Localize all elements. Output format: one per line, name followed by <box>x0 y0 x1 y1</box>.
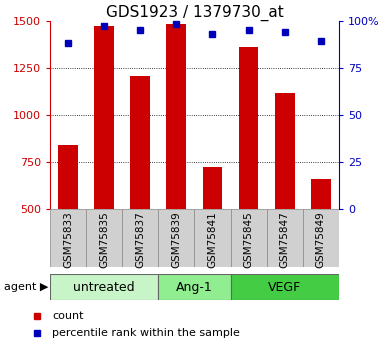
Bar <box>131 76 150 209</box>
Bar <box>122 209 158 267</box>
Text: count: count <box>52 311 84 321</box>
Text: GSM75837: GSM75837 <box>135 211 145 268</box>
Text: percentile rank within the sample: percentile rank within the sample <box>52 328 240 338</box>
Bar <box>275 93 295 209</box>
Bar <box>231 274 339 300</box>
Bar <box>166 24 186 209</box>
Bar <box>50 274 158 300</box>
Bar <box>94 26 114 209</box>
Text: GSM75833: GSM75833 <box>63 211 73 268</box>
Text: agent ▶: agent ▶ <box>4 282 48 292</box>
Bar <box>203 167 223 209</box>
Bar <box>266 209 303 267</box>
Bar <box>231 209 266 267</box>
Bar <box>50 209 86 267</box>
Bar <box>158 274 231 300</box>
Bar <box>311 179 331 209</box>
Bar <box>58 145 78 209</box>
Text: GSM75845: GSM75845 <box>244 211 254 268</box>
Text: untreated: untreated <box>74 281 135 294</box>
Bar <box>303 209 339 267</box>
Text: VEGF: VEGF <box>268 281 301 294</box>
Text: GSM75849: GSM75849 <box>316 211 326 268</box>
Bar <box>239 47 258 209</box>
Bar <box>86 209 122 267</box>
Text: GSM75847: GSM75847 <box>280 211 290 268</box>
Title: GDS1923 / 1379730_at: GDS1923 / 1379730_at <box>105 4 283 21</box>
Bar <box>194 209 231 267</box>
Bar <box>158 209 194 267</box>
Text: Ang-1: Ang-1 <box>176 281 213 294</box>
Text: GSM75839: GSM75839 <box>171 211 181 268</box>
Text: GSM75835: GSM75835 <box>99 211 109 268</box>
Text: GSM75841: GSM75841 <box>208 211 218 268</box>
